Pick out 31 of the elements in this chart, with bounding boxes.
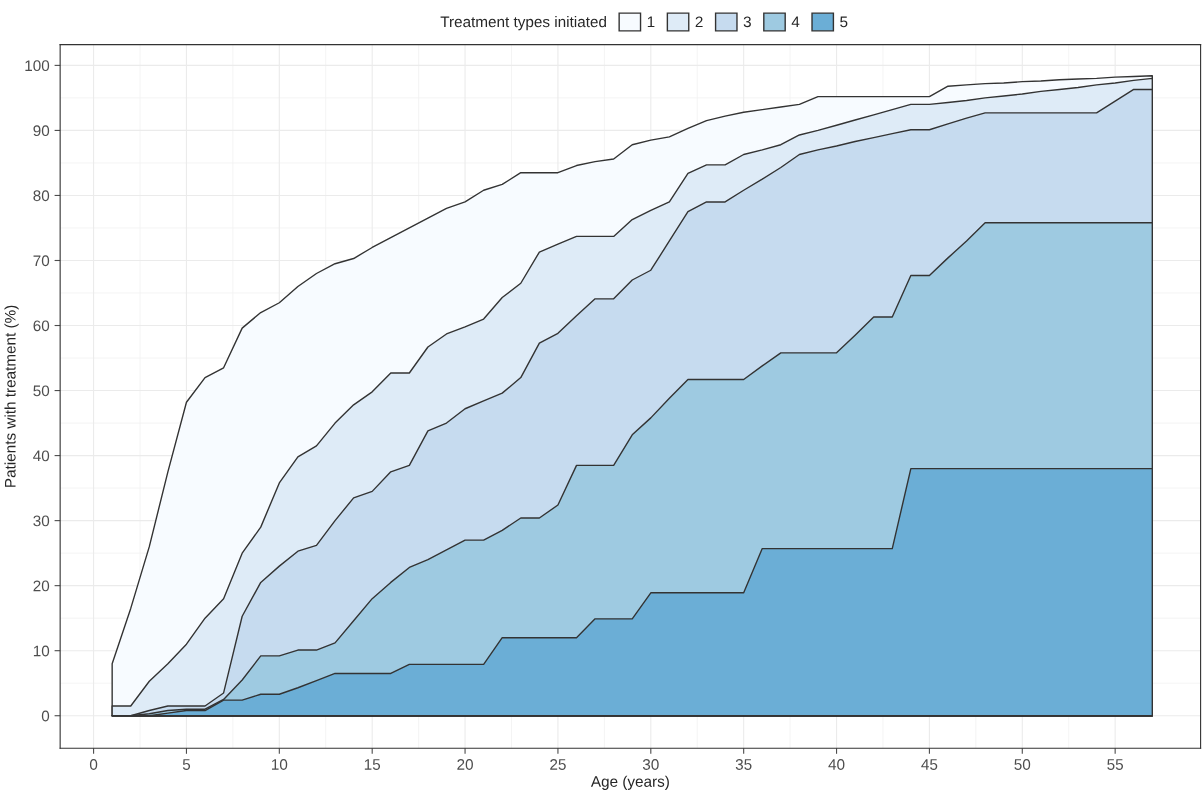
x-tick-label: 20: [457, 759, 473, 770]
legend-label: 1: [647, 16, 655, 28]
legend-label: 3: [743, 16, 751, 28]
y-tick-label: 70: [33, 255, 50, 267]
legend-label: 2: [695, 16, 703, 28]
x-axis-title: Age (years): [590, 775, 669, 790]
x-tick-label: 35: [735, 759, 752, 770]
legend-label: 5: [840, 16, 848, 28]
x-tick-label: 25: [550, 759, 566, 770]
y-tick-label: 30: [33, 515, 50, 527]
y-tick-label: 80: [33, 190, 50, 202]
y-tick-label: 10: [33, 645, 50, 657]
x-tick-label: 0: [89, 759, 98, 770]
legend-label: 4: [791, 16, 800, 28]
y-tick-label: 100: [25, 60, 50, 72]
y-tick-label: 50: [33, 385, 50, 397]
y-tick-label: 60: [33, 320, 50, 332]
y-axis-title: Patients with treatment (%): [4, 305, 19, 487]
x-tick-label: 30: [642, 759, 659, 770]
x-tick-label: 15: [364, 759, 381, 770]
x-tick-label: 10: [271, 759, 288, 770]
x-tick-label: 50: [1014, 759, 1031, 770]
y-tick-label: 40: [33, 450, 50, 462]
y-tick-label: 20: [33, 580, 50, 592]
x-tick-label: 55: [1107, 759, 1124, 770]
y-tick-label: 90: [33, 125, 50, 137]
x-tick-label: 40: [828, 759, 845, 770]
legend-title: Treatment types initiated: [440, 16, 606, 31]
y-tick-label: 0: [41, 710, 50, 722]
x-tick-label: 5: [182, 759, 191, 770]
x-tick-label: 45: [921, 759, 938, 770]
